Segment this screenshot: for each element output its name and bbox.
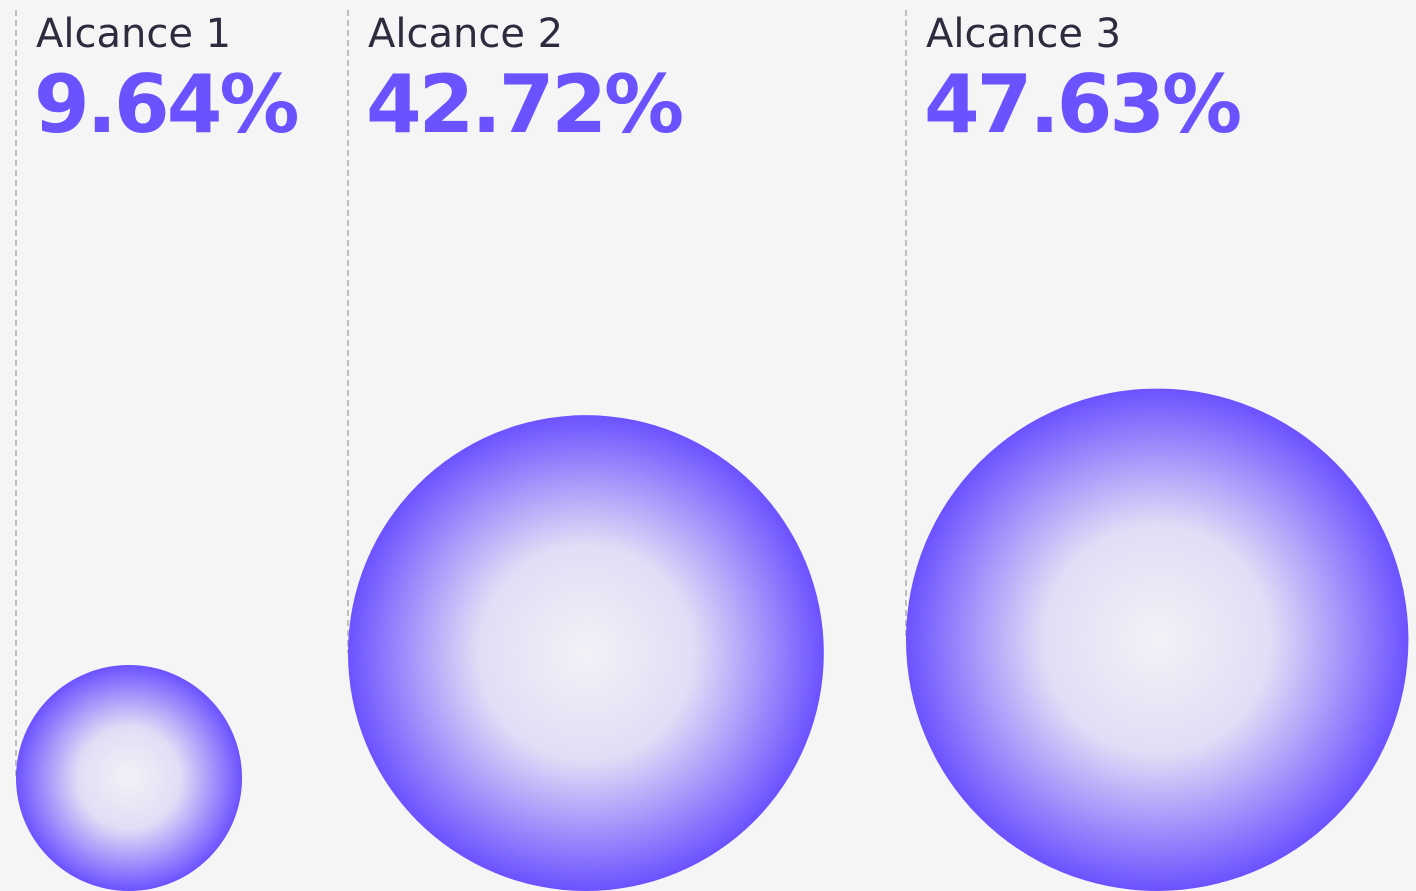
- category-label: Alcance 1: [36, 11, 231, 57]
- bubble: [348, 415, 824, 891]
- bubble: [16, 664, 243, 891]
- bubble: [906, 388, 1409, 891]
- value-label: 9.64%: [34, 58, 297, 151]
- value-label: 42.72%: [366, 58, 682, 151]
- category-label: Alcance 2: [368, 11, 563, 57]
- category-label: Alcance 3: [926, 11, 1121, 57]
- value-label: 47.63%: [924, 58, 1240, 151]
